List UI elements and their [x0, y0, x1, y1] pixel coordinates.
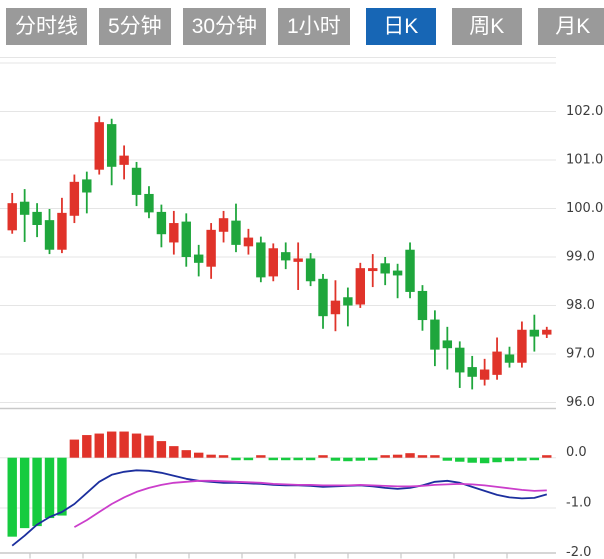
- svg-text:102.0: 102.0: [566, 104, 603, 119]
- macd-x-axis: [0, 552, 556, 559]
- macd-axis-labels: 0.0 -1.0 -2.0: [566, 445, 591, 559]
- macd-histogram: [7, 431, 552, 537]
- svg-text:96.0: 96.0: [566, 395, 595, 410]
- tab-timeline[interactable]: 分时线: [6, 8, 87, 45]
- svg-text:100.0: 100.0: [566, 201, 603, 216]
- tab-monthly-k[interactable]: 月K: [537, 8, 604, 45]
- dea-line: [73, 479, 547, 528]
- price-axis-labels: 102.0 101.0 100.0 99.0 98.0 97.0 96.0: [566, 104, 603, 410]
- svg-text:97.0: 97.0: [566, 347, 595, 362]
- svg-text:99.0: 99.0: [566, 250, 595, 265]
- svg-text:98.0: 98.0: [566, 298, 595, 313]
- svg-text:-2.0: -2.0: [566, 545, 591, 559]
- tab-daily-k[interactable]: 日K: [365, 8, 436, 45]
- interval-tabbar: 分时线 5分钟 30分钟 1小时 日K 周K 月K: [6, 8, 604, 45]
- dif-line: [11, 469, 548, 547]
- tab-5min[interactable]: 5分钟: [99, 8, 171, 45]
- candles-layer: [7, 116, 552, 390]
- price-gridlines: [0, 57, 556, 403]
- svg-text:-1.0: -1.0: [566, 496, 591, 511]
- svg-text:101.0: 101.0: [566, 153, 603, 168]
- macd-gridlines: [0, 457, 556, 509]
- tab-weekly-k[interactable]: 周K: [451, 8, 522, 45]
- svg-text:0.0: 0.0: [566, 445, 587, 460]
- macd-lines: [11, 469, 548, 547]
- tab-1hour[interactable]: 1小时: [278, 8, 350, 45]
- tab-30min[interactable]: 30分钟: [182, 8, 267, 45]
